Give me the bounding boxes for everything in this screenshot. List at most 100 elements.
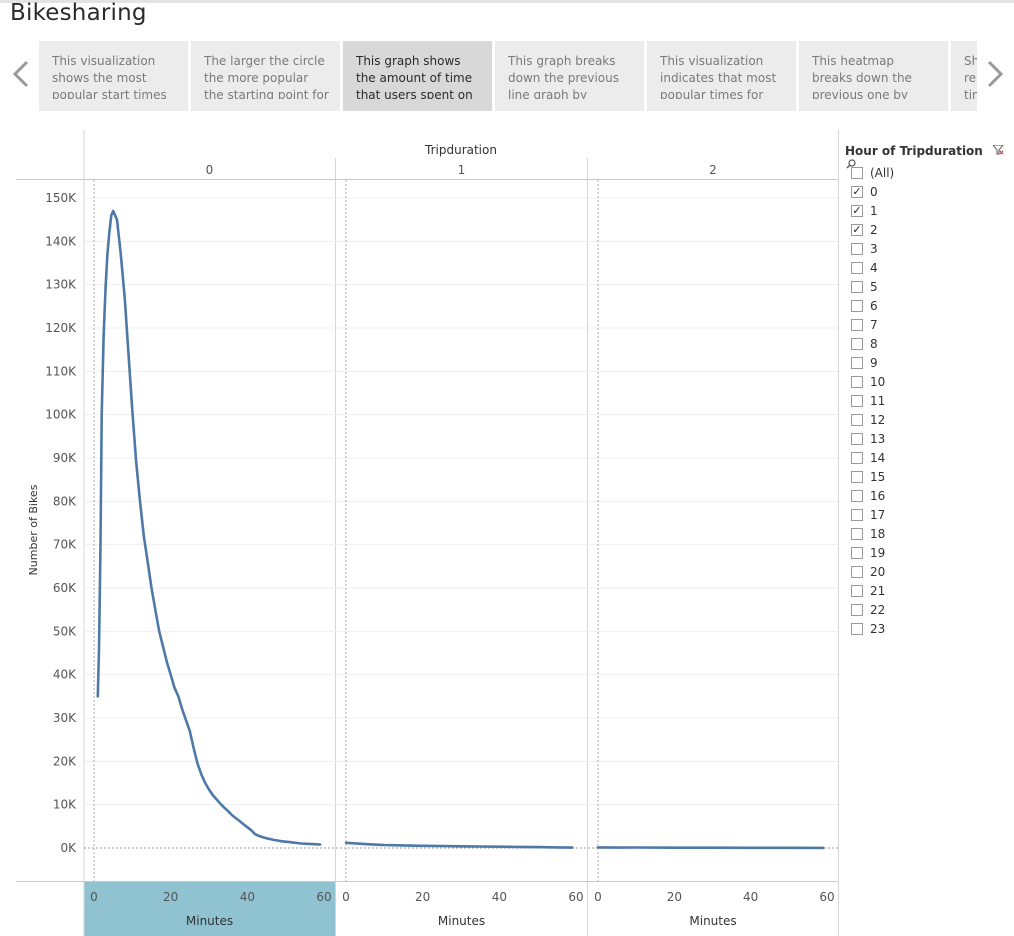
legend-item-label: 19	[870, 546, 886, 560]
x-axis-label: Minutes	[186, 914, 233, 928]
legend-item-0[interactable]: ✓ 0	[851, 184, 878, 200]
legend-item-3[interactable]: 3	[851, 241, 878, 257]
story-point-1[interactable]: This visualization shows the most popula…	[39, 41, 188, 111]
panel-header-1: 1	[458, 163, 466, 177]
y-tick-label: 90K	[53, 451, 77, 465]
checkbox-checked-icon[interactable]: ✓	[851, 185, 863, 198]
checkbox-icon[interactable]	[851, 357, 863, 369]
legend-item-label: 13	[870, 432, 886, 446]
legend-item-23[interactable]: 23	[851, 621, 885, 637]
checkbox-icon[interactable]	[851, 604, 863, 616]
story-point-text: This graph breaks down the previous line…	[508, 54, 620, 99]
legend-item-label: 5	[870, 280, 878, 294]
y-tick-label: 30K	[53, 711, 77, 725]
y-tick-label: 130K	[45, 278, 77, 292]
y-tick-label: 100K	[45, 408, 77, 422]
legend-item-11[interactable]: 11	[851, 393, 885, 409]
legend-item-label: 1	[870, 204, 878, 218]
checkbox-icon[interactable]	[851, 509, 863, 521]
legend-item-10[interactable]: 10	[851, 374, 885, 390]
story-point-text: This heatmap breaks down the previous on…	[812, 54, 912, 99]
line-chart: Tripduration 0K 10K 20K 30K 40K 50K 60K 70K 80K 90…	[16, 130, 839, 936]
checkbox-icon[interactable]	[851, 566, 863, 578]
legend-item-18[interactable]: 18	[851, 526, 885, 542]
x-axis-highlight	[84, 882, 335, 936]
y-tick-label: 70K	[53, 538, 77, 552]
legend-item-12[interactable]: 12	[851, 412, 885, 428]
legend-item-label: 3	[870, 242, 878, 256]
legend-item-19[interactable]: 19	[851, 545, 885, 561]
series-line-panel-0	[96, 209, 322, 846]
checkbox-checked-icon[interactable]: ✓	[851, 223, 863, 236]
legend-item-17[interactable]: 17	[851, 507, 885, 523]
story-point-2[interactable]: The larger the circle the more popular t…	[191, 41, 340, 111]
legend-item-4[interactable]: 4	[851, 260, 878, 276]
checkbox-icon[interactable]	[851, 547, 863, 559]
y-tick-label: 150K	[45, 191, 77, 205]
checkbox-icon[interactable]	[851, 167, 863, 179]
checkbox-icon[interactable]	[851, 623, 863, 635]
legend-item-label: 0	[870, 185, 878, 199]
legend-item-22[interactable]: 22	[851, 602, 885, 618]
checkbox-icon[interactable]	[851, 243, 863, 255]
legend-item-label: 21	[870, 584, 886, 598]
x-tick-label: 40	[492, 890, 507, 904]
x-tick-label: 0	[594, 890, 602, 904]
legend-item-13[interactable]: 13	[851, 431, 885, 447]
checkbox-icon[interactable]	[851, 490, 863, 502]
checkbox-icon[interactable]	[851, 585, 863, 597]
legend-item-8[interactable]: 8	[851, 336, 878, 352]
legend-item-label: 17	[870, 508, 886, 522]
story-point-7[interactable]: Sh rep tim	[951, 41, 977, 111]
checkbox-icon[interactable]	[851, 395, 863, 407]
legend-item-1[interactable]: ✓ 1	[851, 203, 878, 219]
checkbox-icon[interactable]	[851, 319, 863, 331]
y-tick-label: 20K	[53, 754, 77, 768]
checkbox-icon[interactable]	[851, 262, 863, 274]
legend-title: Hour of Tripduration	[845, 144, 1014, 172]
legend-item-16[interactable]: 16	[851, 488, 885, 504]
legend-item-label: 11	[870, 394, 886, 408]
legend-item-20[interactable]: 20	[851, 564, 885, 580]
legend-item-label: 20	[870, 565, 886, 579]
legend-item-5[interactable]: 5	[851, 279, 878, 295]
legend-item-7[interactable]: 7	[851, 317, 878, 333]
checkbox-icon[interactable]	[851, 281, 863, 293]
legend-item-6[interactable]: 6	[851, 298, 878, 314]
legend-item-9[interactable]: 9	[851, 355, 878, 371]
y-tick-label: 120K	[45, 321, 77, 335]
checkbox-checked-icon[interactable]: ✓	[851, 204, 863, 217]
legend-item-15[interactable]: 15	[851, 469, 885, 485]
story-point-3[interactable]: This graph shows the amount of time that…	[343, 41, 492, 111]
x-tick-label: 20	[667, 890, 682, 904]
checkbox-icon[interactable]	[851, 414, 863, 426]
legend-item-all[interactable]: (All)	[851, 165, 894, 181]
column-header-title: Tripduration	[424, 143, 497, 157]
x-tick-label: 0	[342, 890, 350, 904]
story-point-text: The larger the circle the more popular t…	[204, 54, 329, 99]
legend-item-label: 16	[870, 489, 886, 503]
checkbox-icon[interactable]	[851, 338, 863, 350]
story-prev-button[interactable]	[12, 60, 30, 93]
checkbox-icon[interactable]	[851, 300, 863, 312]
legend-item-21[interactable]: 21	[851, 583, 885, 599]
story-point-6[interactable]: This heatmap breaks down the previous on…	[799, 41, 948, 111]
story-next-button[interactable]	[986, 60, 1004, 93]
search-icon[interactable]	[846, 159, 856, 172]
y-tick-label: 0K	[60, 841, 77, 855]
y-tick-label: 140K	[45, 234, 77, 248]
checkbox-icon[interactable]	[851, 452, 863, 464]
legend-item-label: 12	[870, 413, 886, 427]
story-point-4[interactable]: This graph breaks down the previous line…	[495, 41, 644, 111]
checkbox-icon[interactable]	[851, 528, 863, 540]
legend-item-14[interactable]: 14	[851, 450, 885, 466]
x-tick-label: 60	[568, 890, 583, 904]
panel-header-2: 2	[709, 163, 717, 177]
story-point-5[interactable]: This visualization indicates that most p…	[647, 41, 796, 111]
checkbox-icon[interactable]	[851, 433, 863, 445]
legend-item-2[interactable]: ✓ 2	[851, 222, 878, 238]
checkbox-icon[interactable]	[851, 376, 863, 388]
filter-clear-icon[interactable]	[991, 144, 1005, 158]
checkbox-icon[interactable]	[851, 471, 863, 483]
x-axis-label: Minutes	[689, 914, 736, 928]
